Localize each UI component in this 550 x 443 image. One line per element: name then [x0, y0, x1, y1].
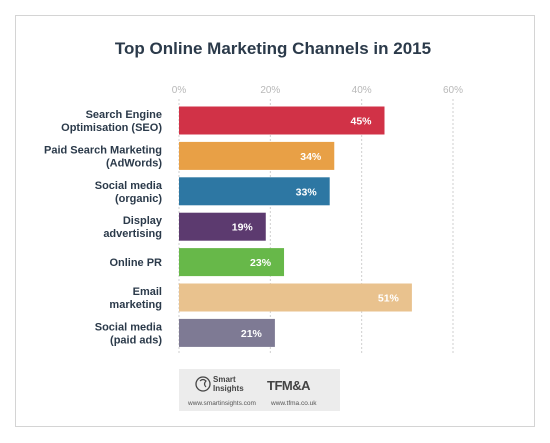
category-label: (paid ads): [110, 334, 162, 346]
chart-frame: Top Online Marketing Channels in 2015 0%…: [15, 15, 535, 427]
value-label: 45%: [350, 116, 372, 128]
category-label: (organic): [115, 193, 162, 205]
bar: [179, 283, 412, 312]
category-label: Social media: [95, 180, 163, 192]
value-label: 33%: [296, 186, 318, 198]
category-label: (AdWords): [106, 157, 162, 169]
category-label: Search Engine: [86, 109, 162, 121]
bar: [179, 318, 275, 347]
x-tick-label: 0%: [172, 85, 187, 96]
footer-logos: Smart Insights www.smartinsights.com TFM…: [179, 369, 340, 411]
x-tick-labels: 0% 20% 40% 60%: [172, 85, 463, 96]
bar: [179, 212, 266, 241]
tfma-url: www.tfma.co.uk: [270, 400, 317, 407]
value-label: 23%: [250, 257, 272, 269]
category-label: Paid Search Marketing: [44, 144, 162, 156]
bars: [179, 106, 412, 347]
category-label: Online PR: [109, 257, 162, 269]
bar: [179, 177, 330, 206]
category-label: Optimisation (SEO): [61, 122, 162, 134]
x-tick-label: 20%: [260, 85, 280, 96]
value-label: 21%: [241, 328, 263, 340]
value-label: 51%: [378, 293, 400, 305]
x-tick-label: 40%: [352, 85, 372, 96]
smart-insights-name-2: Insights: [213, 384, 244, 393]
chart-title: Top Online Marketing Channels in 2015: [115, 39, 431, 58]
bar-chart: Top Online Marketing Channels in 2015 0%…: [44, 39, 463, 411]
bar: [179, 248, 285, 277]
x-tick-label: 60%: [443, 85, 463, 96]
category-label: Email: [133, 286, 162, 298]
smart-insights-name-1: Smart: [213, 375, 236, 384]
value-labels: 45% 34% 33% 19% 23% 51% 21%: [232, 116, 400, 340]
value-label: 19%: [232, 222, 254, 234]
value-label: 34%: [300, 151, 322, 163]
bar: [179, 141, 335, 170]
category-label: advertising: [103, 228, 162, 240]
category-label: Social media: [95, 321, 163, 333]
category-label: marketing: [109, 299, 162, 311]
category-label: Display: [123, 215, 163, 227]
smart-insights-url: www.smartinsights.com: [187, 400, 256, 407]
smart-insights-logo: Smart Insights: [195, 375, 244, 393]
tfma-logo: TFM&A: [267, 378, 311, 393]
bar: [179, 106, 385, 135]
